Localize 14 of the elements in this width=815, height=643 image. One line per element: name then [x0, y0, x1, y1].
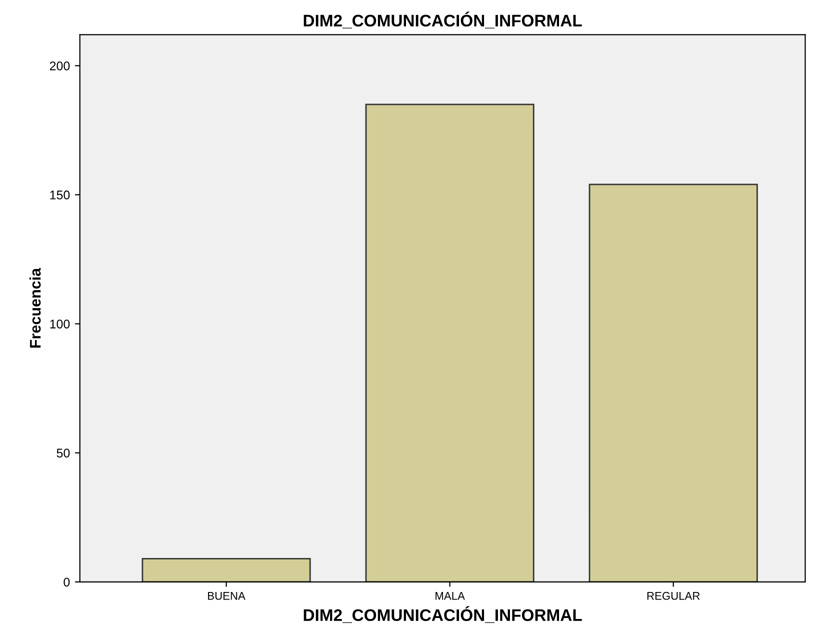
- x-tick-label: MALA: [436, 592, 465, 600]
- chart-title: DIM2_COMUNICACIÓN_INFORMAL: [304, 12, 582, 28]
- y-tick-label: 150: [50, 190, 70, 200]
- x-tick-label: BUENA: [208, 592, 246, 600]
- y-axis-title: Frecuencia: [29, 268, 41, 348]
- x-tick-label: REGULAR: [647, 592, 700, 600]
- x-axis-title: DIM2_COMUNICACIÓN_INFORMAL: [304, 606, 582, 623]
- bar: [365, 104, 534, 582]
- y-tick-label: 0: [64, 578, 70, 587]
- bar: [142, 558, 311, 582]
- y-tick-label: 100: [50, 320, 70, 328]
- y-tick-label: 200: [50, 61, 70, 70]
- y-tick-label: 50: [56, 448, 70, 458]
- bar: [588, 184, 758, 582]
